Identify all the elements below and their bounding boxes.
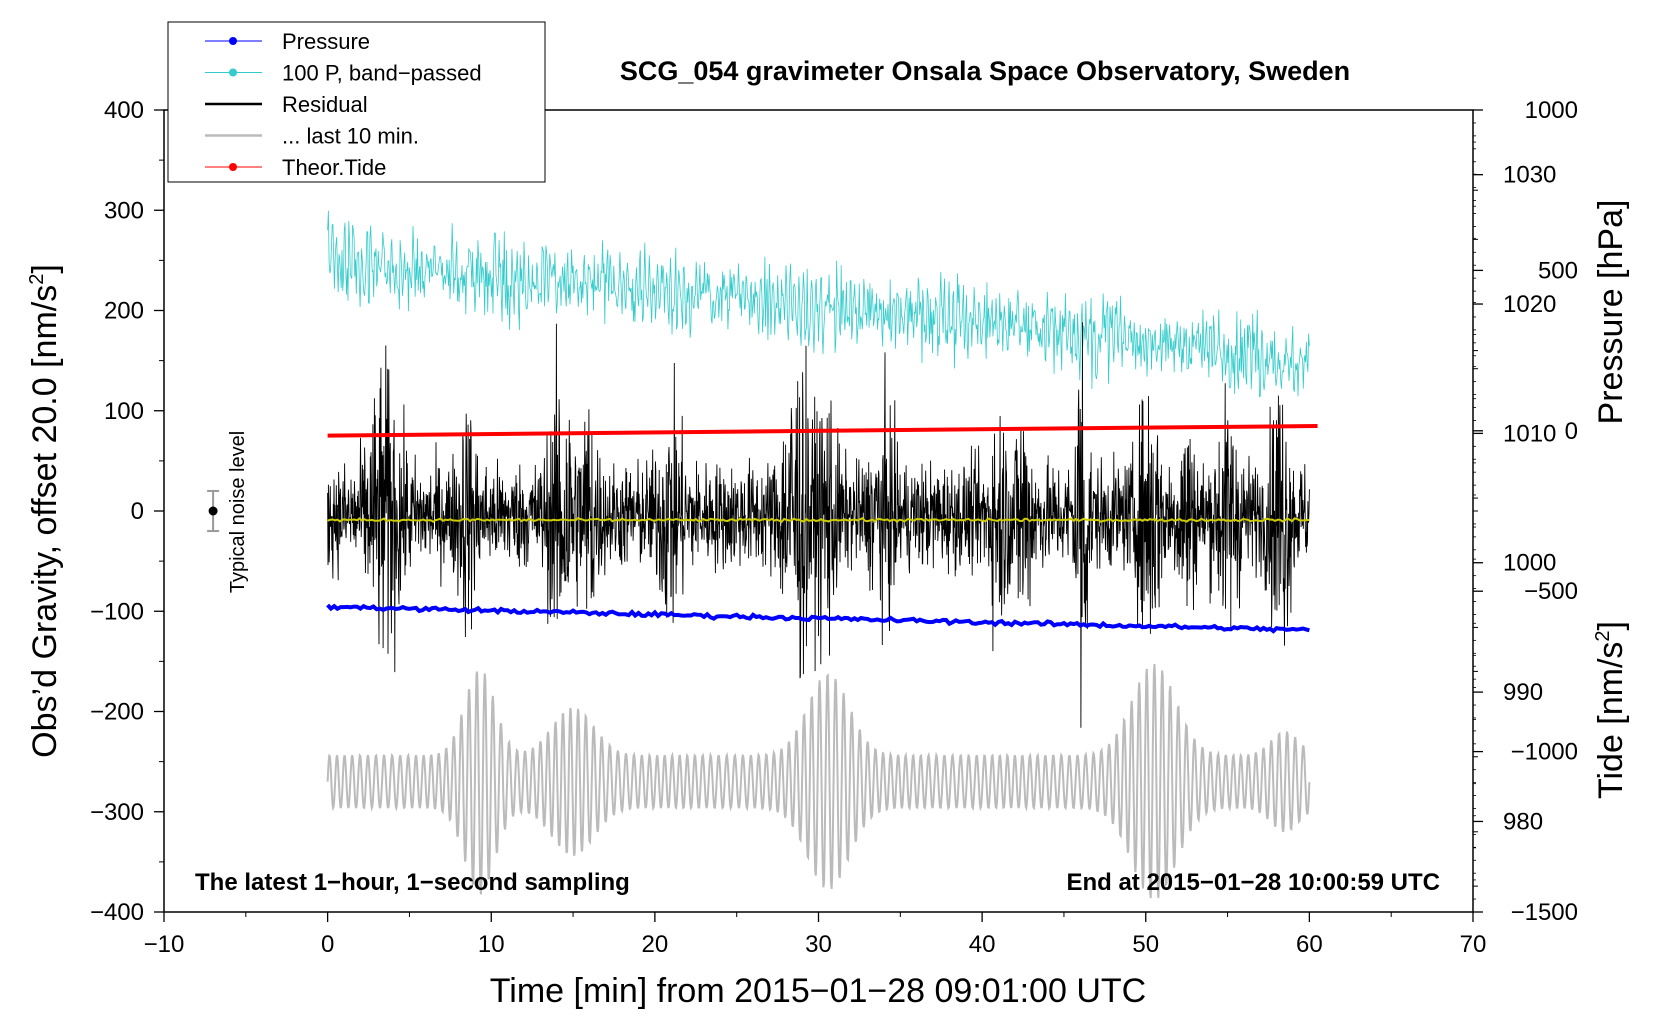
legend-label: Pressure xyxy=(282,29,370,54)
y-tick-label: 200 xyxy=(104,298,144,325)
annotation-end-time: End at 2015−01−28 10:00:59 UTC xyxy=(1066,869,1440,896)
y-tick-label: −100 xyxy=(90,598,144,625)
x-tick-label: 0 xyxy=(321,931,334,958)
x-axis-label: Time [min] from 2015−01−28 09:01:00 UTC xyxy=(490,972,1146,1010)
noise-error-bar xyxy=(207,489,220,533)
legend-label: Theor.Tide xyxy=(282,155,386,180)
series-band-passed-pressure xyxy=(327,210,1310,398)
tide-tick-label: −500 xyxy=(1524,578,1578,605)
noise-bar-point xyxy=(208,506,218,516)
y-tick-label: −200 xyxy=(90,699,144,726)
axes-layer: −10 0 10 20 30 40 50 60 704003002001000−100−200−… xyxy=(90,97,1578,958)
pressure-tick-label: 990 xyxy=(1503,679,1543,706)
y-tick-label: 100 xyxy=(104,398,144,425)
series-residual xyxy=(327,322,1310,728)
series-theoretical-tide xyxy=(327,423,1318,438)
y-tick-label: 0 xyxy=(131,498,144,525)
pressure-axis-label: Pressure [hPa] xyxy=(1592,200,1630,425)
legend-marker xyxy=(229,163,237,171)
pressure-tick-label: 1030 xyxy=(1503,162,1556,189)
legend: Pressure 100 P, band−passed Residual ... la… xyxy=(167,21,546,183)
tide-tick-label: −1000 xyxy=(1511,739,1578,766)
pressure-tick-label: 1020 xyxy=(1503,291,1556,318)
legend-label: Residual xyxy=(282,92,368,117)
series-pressure xyxy=(326,603,1310,634)
x-tick-label: 40 xyxy=(969,931,996,958)
tide-axis-label-superscript: 2 xyxy=(1592,630,1614,641)
pressure-tick-label: 1010 xyxy=(1503,420,1556,447)
annotation-noise-level: Typical noise level xyxy=(227,431,249,593)
legend-label: 100 P, band−passed xyxy=(282,61,482,86)
x-tick-label: 70 xyxy=(1460,931,1487,958)
tide-tick-label: 500 xyxy=(1538,257,1578,284)
y-tick-label: −400 xyxy=(90,899,144,926)
y-axis-label-superscript: 2 xyxy=(26,274,48,285)
series-layer xyxy=(326,210,1318,899)
series-residual-mean xyxy=(327,516,1310,524)
x-tick-label: −10 xyxy=(144,931,185,958)
pressure-tick-label: 980 xyxy=(1503,808,1543,835)
pressure-tick-label: 1000 xyxy=(1503,550,1556,577)
y-tick-label: 300 xyxy=(104,197,144,224)
y-tick-label: −300 xyxy=(90,799,144,826)
x-tick-label: 30 xyxy=(805,931,832,958)
x-tick-label: 10 xyxy=(478,931,505,958)
y-tick-label: 400 xyxy=(104,97,144,124)
tide-axis-label: Tide [nm/s2] xyxy=(1592,621,1630,799)
x-tick-label: 50 xyxy=(1132,931,1159,958)
legend-marker xyxy=(229,37,237,45)
x-tick-label: 20 xyxy=(642,931,669,958)
y-axis-label: Obs’d Gravity, offset 20.0 [nm/s2] xyxy=(26,264,64,758)
legend-entries: Pressure 100 P, band−passed Residual ... la… xyxy=(205,29,482,180)
legend-box xyxy=(167,21,546,183)
annotation-sampling: The latest 1−hour, 1−second sampling xyxy=(195,869,630,896)
legend-label: ... last 10 min. xyxy=(282,124,419,149)
tide-tick-label: −1500 xyxy=(1511,899,1578,926)
chart-title: SCG_054 gravimeter Onsala Space Observat… xyxy=(620,56,1350,86)
legend-marker xyxy=(229,68,237,77)
tide-tick-label: 1000 xyxy=(1525,97,1578,124)
x-tick-label: 60 xyxy=(1296,931,1323,958)
series-last-10-min xyxy=(326,663,1311,899)
tide-tick-label: 0 xyxy=(1565,418,1578,445)
